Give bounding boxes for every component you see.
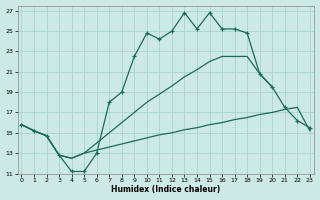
X-axis label: Humidex (Indice chaleur): Humidex (Indice chaleur) (111, 185, 220, 194)
